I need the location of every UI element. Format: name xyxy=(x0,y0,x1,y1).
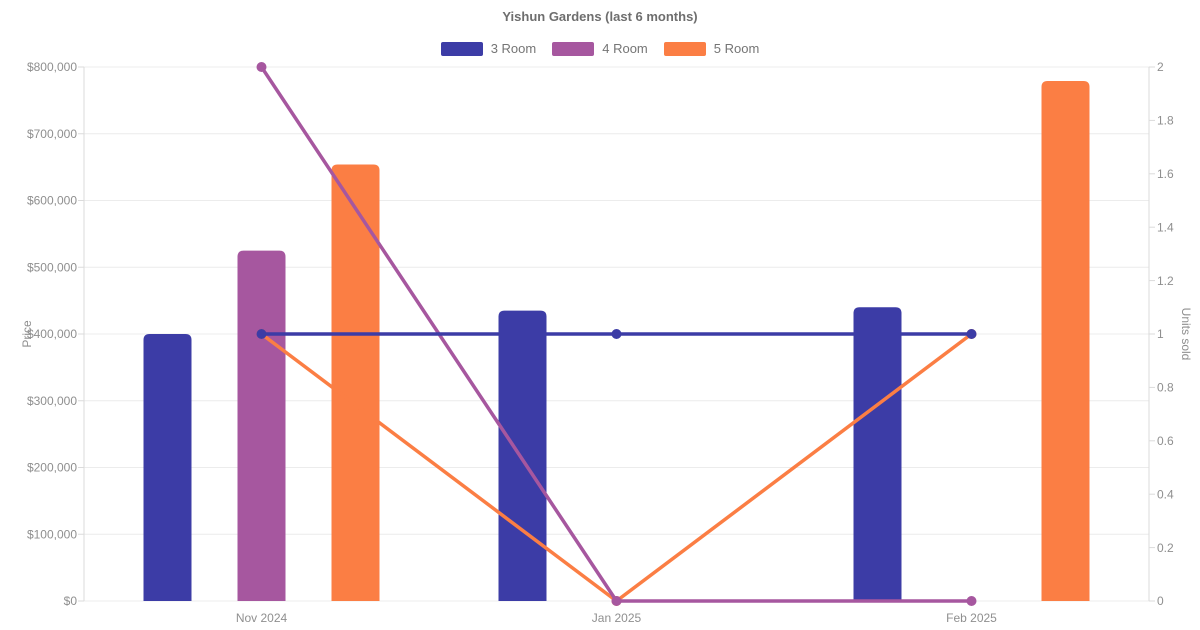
right-axis-tick-label: 0 xyxy=(1157,594,1164,608)
point-4-room-nov-2024[interactable] xyxy=(256,62,267,72)
chart-legend: 3 Room 4 Room 5 Room xyxy=(0,41,1200,56)
right-axis-tick-label: 0.6 xyxy=(1157,434,1174,448)
point-3-room-jan-2025[interactable] xyxy=(611,329,622,339)
bar-3-room-jan-2025[interactable] xyxy=(498,310,547,601)
right-axis-tick-label: 0.2 xyxy=(1157,541,1174,555)
bar-5-room-nov-2024[interactable] xyxy=(331,164,380,601)
right-axis-tick-label: 1.4 xyxy=(1157,220,1174,234)
legend-item-5-room[interactable]: 5 Room xyxy=(663,41,760,56)
left-axis-tick-label: $200,000 xyxy=(27,461,77,475)
legend-item-3-room[interactable]: 3 Room xyxy=(440,41,537,56)
legend-label: 4 Room xyxy=(602,41,648,56)
legend-item-4-room[interactable]: 4 Room xyxy=(552,41,648,56)
left-axis-tick-label: $800,000 xyxy=(27,60,77,74)
left-axis-tick-label: $400,000 xyxy=(27,327,77,341)
legend-swatch-4-room xyxy=(552,41,595,56)
right-axis-tick-label: 1.6 xyxy=(1157,167,1174,181)
bar-3-room-feb-2025[interactable] xyxy=(853,307,902,601)
right-axis-tick-label: 1 xyxy=(1157,327,1164,341)
point-3-room-nov-2024[interactable] xyxy=(256,329,267,339)
left-axis-tick-label: $500,000 xyxy=(27,260,77,274)
x-axis-tick-label: Nov 2024 xyxy=(236,611,288,625)
legend-swatch-3-room xyxy=(440,41,483,56)
right-axis-tick-label: 0.8 xyxy=(1157,381,1174,395)
bar-4-room-nov-2024[interactable] xyxy=(237,250,286,601)
x-axis-tick-label: Jan 2025 xyxy=(592,611,642,625)
left-axis-tick-label: $0 xyxy=(64,594,78,608)
legend-label: 5 Room xyxy=(713,41,760,56)
right-axis-tick-label: 0.4 xyxy=(1157,487,1174,501)
point-4-room-jan-2025[interactable] xyxy=(611,596,622,606)
right-axis-tick-label: 1.2 xyxy=(1157,274,1174,288)
left-axis-tick-label: $700,000 xyxy=(27,127,77,141)
left-axis-tick-label: $100,000 xyxy=(27,527,77,541)
right-axis-tick-label: 2 xyxy=(1157,60,1164,74)
chart-title: Yishun Gardens (last 6 months) xyxy=(502,9,698,24)
left-axis-tick-label: $600,000 xyxy=(27,194,77,208)
point-3-room-feb-2025[interactable] xyxy=(966,329,977,339)
legend-swatch-5-room xyxy=(663,41,706,56)
legend-label: 3 Room xyxy=(490,41,537,56)
right-axis-tick-label: 1.8 xyxy=(1157,114,1174,128)
x-axis-tick-label: Feb 2025 xyxy=(946,611,997,625)
point-4-room-feb-2025[interactable] xyxy=(966,596,977,606)
bar-5-room-feb-2025[interactable] xyxy=(1041,81,1090,601)
left-axis-tick-label: $300,000 xyxy=(27,394,77,408)
bar-3-room-nov-2024[interactable] xyxy=(143,334,192,601)
